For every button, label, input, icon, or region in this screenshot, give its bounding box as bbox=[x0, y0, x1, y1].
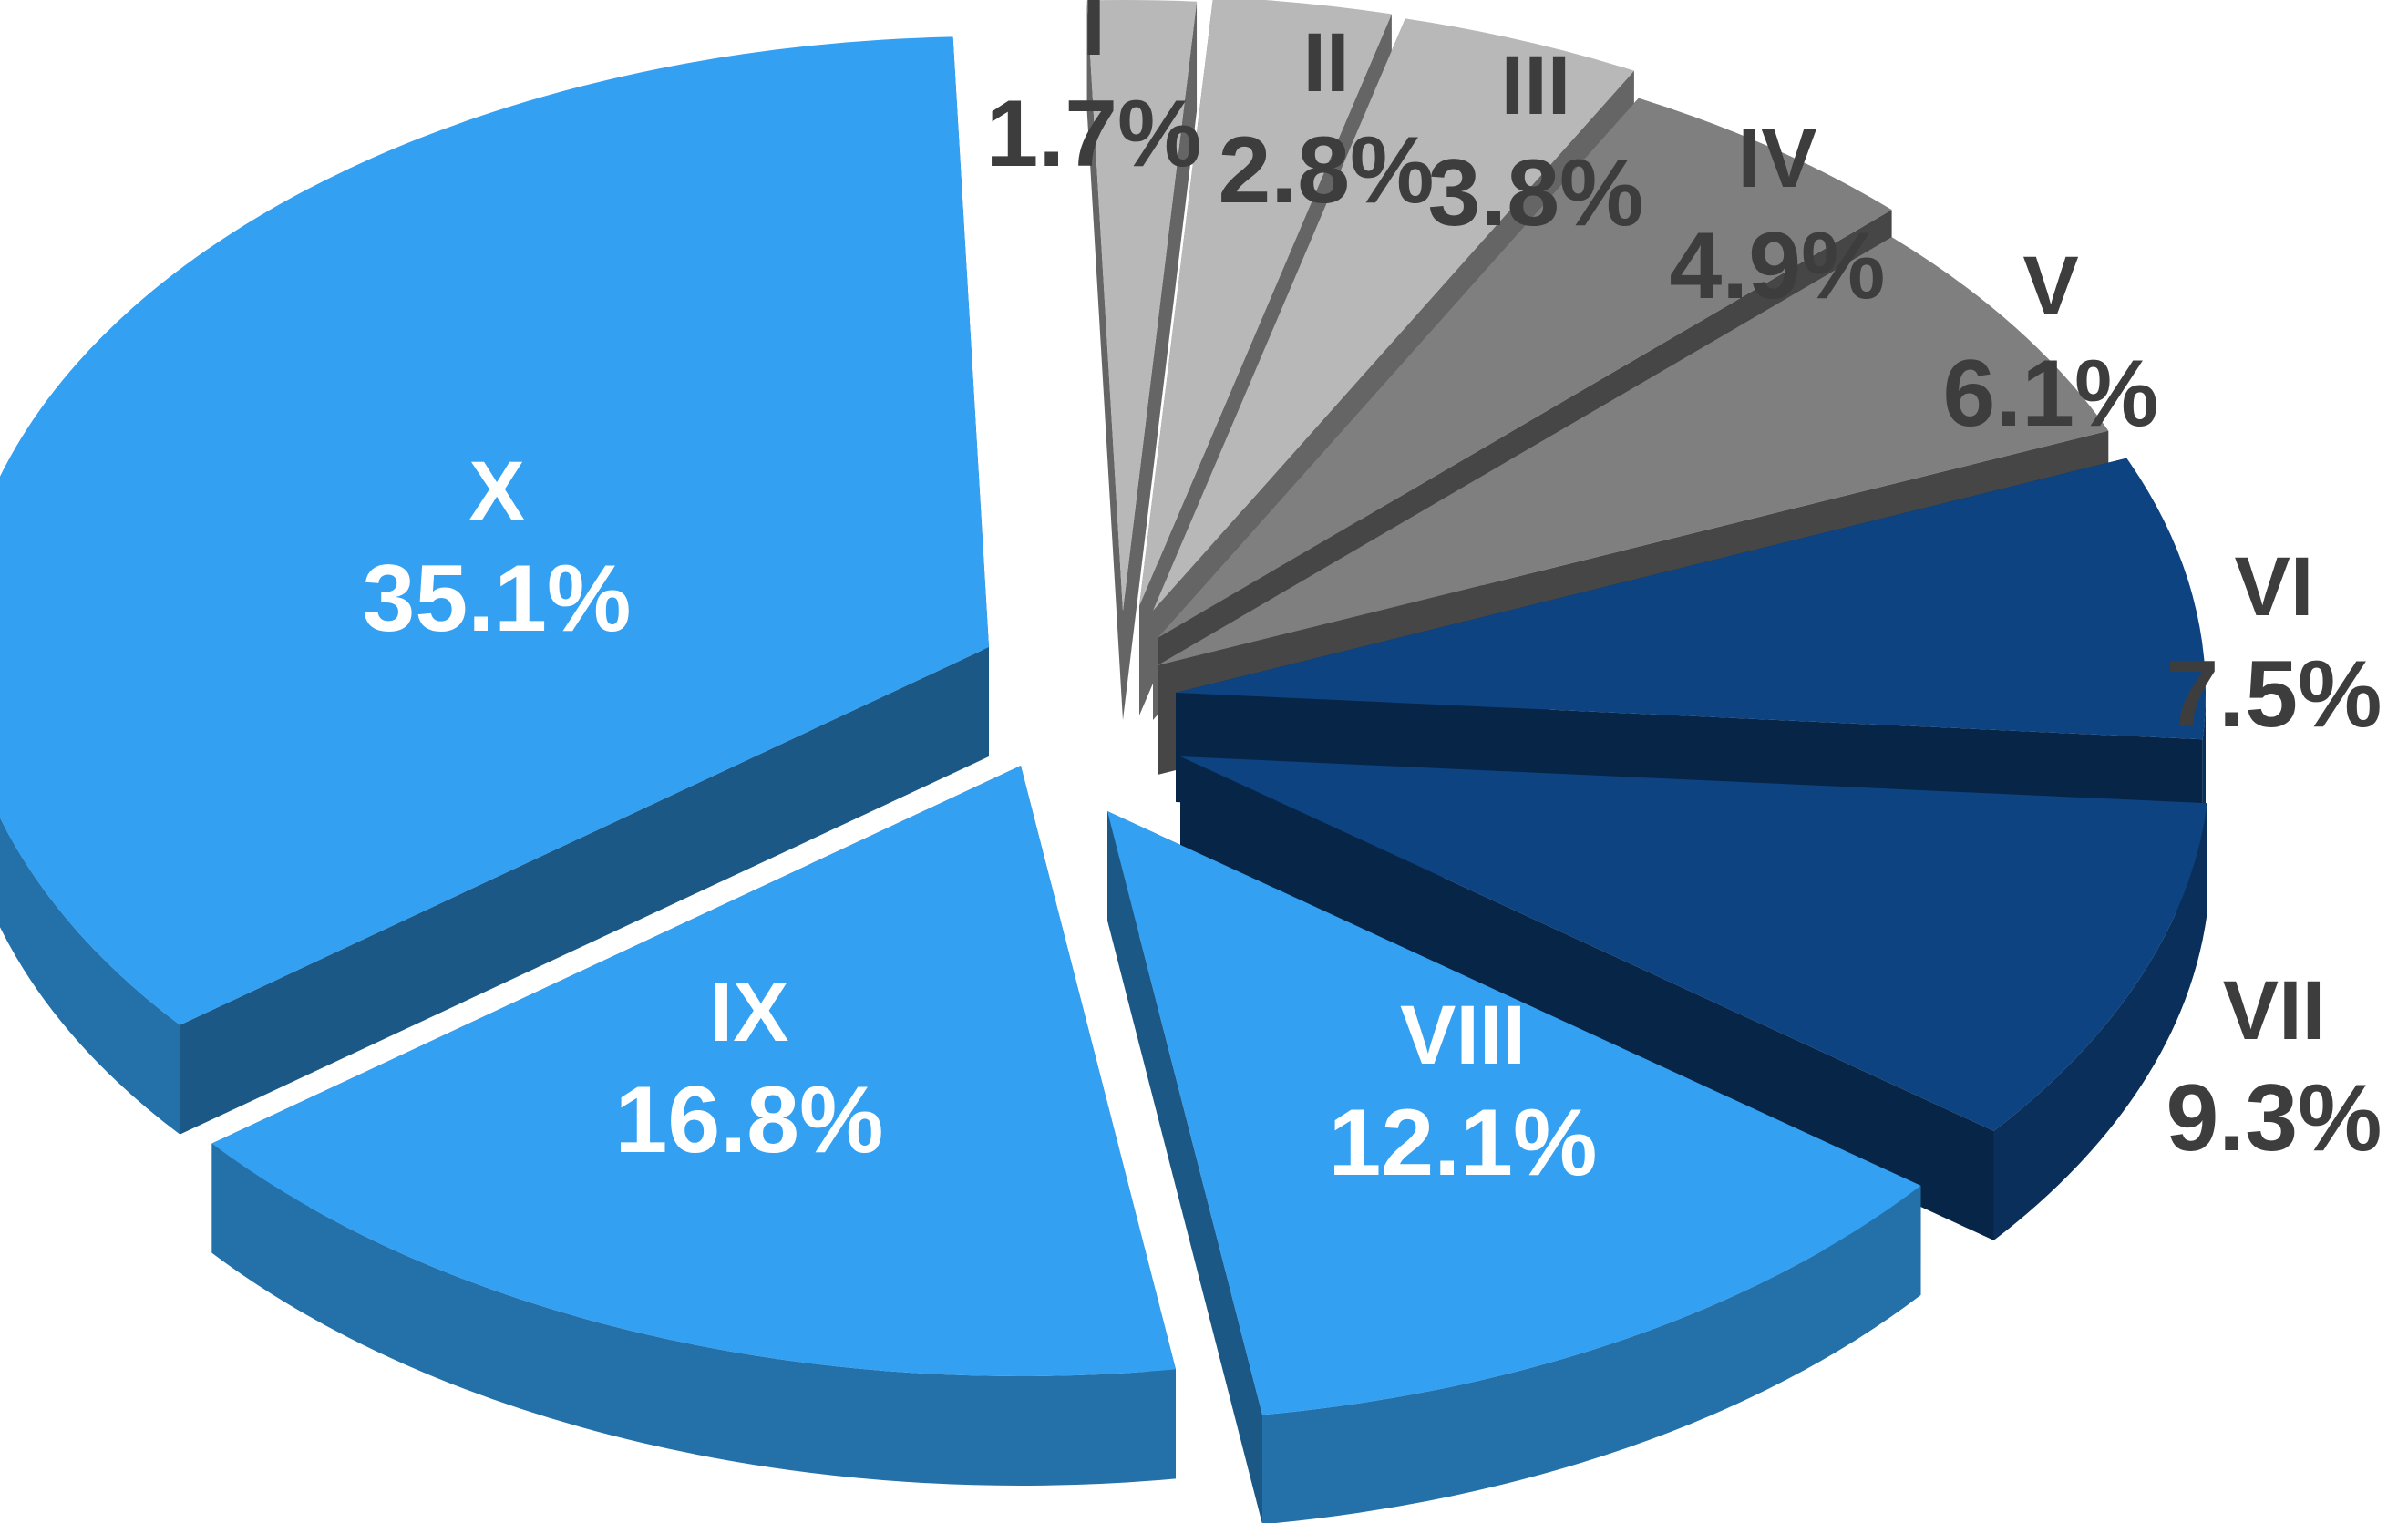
slice-percentage: 1.7% bbox=[985, 81, 1201, 187]
slice-percentage: 16.8% bbox=[615, 1067, 884, 1173]
slice-category: VIII bbox=[1400, 989, 1526, 1082]
slice-percentage: 35.1% bbox=[363, 546, 632, 652]
slice-percentage: 12.1% bbox=[1329, 1090, 1598, 1196]
slice-category: VII bbox=[2223, 964, 2325, 1057]
slice-category: IX bbox=[710, 966, 789, 1059]
slice-category: X bbox=[468, 445, 524, 538]
slice-category: IV bbox=[1738, 112, 1817, 205]
slice-category: VI bbox=[2235, 540, 2314, 633]
slice-category: V bbox=[2022, 240, 2078, 333]
slice-percentage: 2.8% bbox=[1218, 118, 1434, 223]
slice-percentage: 9.3% bbox=[2166, 1065, 2382, 1171]
slice-percentage: 7.5% bbox=[2166, 642, 2382, 747]
slice-percentage: 6.1% bbox=[1942, 341, 2158, 447]
slice-label-vi: VI7.5% bbox=[2166, 540, 2382, 747]
slice-percentage: 3.8% bbox=[1427, 140, 1643, 246]
slice-label-v: V6.1% bbox=[1942, 240, 2158, 447]
slice-category: I bbox=[1082, 0, 1106, 73]
slice-category: III bbox=[1501, 39, 1571, 132]
slice-category: II bbox=[1302, 16, 1349, 109]
slice-percentage: 4.9% bbox=[1669, 213, 1885, 319]
